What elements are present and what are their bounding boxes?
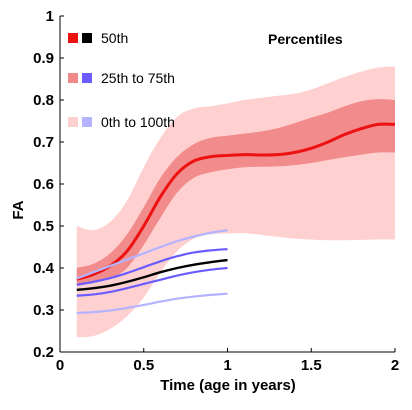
median-line-group1 bbox=[76, 122, 396, 281]
p25-line-group2 bbox=[76, 266, 228, 297]
y-tick-label: 0.8 bbox=[33, 92, 54, 109]
legend-label: 25th to 75th bbox=[101, 70, 175, 86]
x-axis-label: Time (age in years) bbox=[160, 377, 296, 394]
y-tick-label: 0.9 bbox=[33, 50, 54, 67]
x-tick-label: 0.5 bbox=[133, 357, 154, 374]
x-tick-label: 1 bbox=[223, 357, 231, 374]
p75-line-group2 bbox=[76, 248, 228, 286]
axes: 0 0.5 1 1.5 2 0.2 0.3 0.4 0.5 0.6 0.7 0.8 0.9 1 bbox=[33, 8, 399, 374]
legend-label: 50th bbox=[101, 30, 128, 46]
p100-line-group2 bbox=[76, 229, 228, 280]
x-tick-label: 1.5 bbox=[301, 357, 322, 374]
x-tick-label: 0 bbox=[56, 357, 64, 374]
y-tick-label: 1 bbox=[46, 8, 54, 25]
y-tick-label: 0.3 bbox=[33, 302, 54, 319]
median-line-group2 bbox=[76, 258, 228, 292]
legend-label: 0th to 100th bbox=[101, 114, 175, 130]
legend: Percentiles 50th 25th to 75th 0th to 100th bbox=[68, 30, 343, 130]
y-tick-label: 0.7 bbox=[33, 134, 54, 151]
x-tick-label: 2 bbox=[391, 357, 399, 374]
y-axis-label: FA bbox=[10, 200, 27, 219]
plot-area bbox=[76, 66, 396, 338]
legend-swatch bbox=[82, 117, 92, 127]
legend-swatch bbox=[68, 117, 78, 127]
legend-swatch bbox=[68, 33, 78, 43]
y-tick-label: 0.2 bbox=[33, 344, 54, 361]
y-tick-label: 0.5 bbox=[33, 218, 54, 235]
legend-swatch bbox=[68, 73, 78, 83]
legend-swatch bbox=[82, 73, 92, 83]
y-tick-label: 0.6 bbox=[33, 176, 54, 193]
legend-swatch bbox=[82, 33, 92, 43]
p0-line-group2 bbox=[76, 292, 228, 315]
legend-title: Percentiles bbox=[268, 31, 343, 47]
y-tick-label: 0.4 bbox=[33, 260, 55, 277]
